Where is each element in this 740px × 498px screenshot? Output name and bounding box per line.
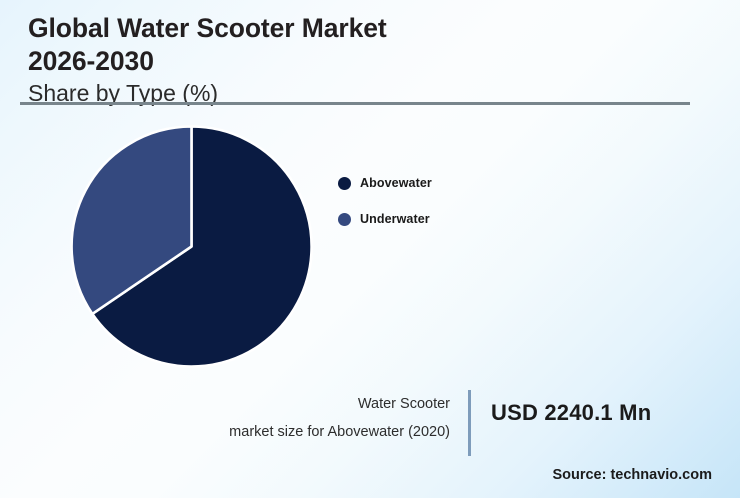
page-title: Global Water Scooter Market 2026-2030: [28, 13, 387, 77]
chart-header: Global Water Scooter Market 2026-2030 Sh…: [28, 12, 708, 107]
market-size-caption-line2: market size for Abovewater (2020): [229, 424, 450, 441]
legend-swatch-underwater: [338, 212, 351, 226]
pie-slice-abovewater[interactable]: [91, 125, 313, 368]
pie-slice-underwater[interactable]: [70, 125, 193, 316]
market-size-caption-line1: Water Scooter: [357, 396, 450, 412]
source-attribution: Source: technavio.com: [552, 467, 712, 483]
chart-legend: Abovewater Underwater: [338, 172, 432, 244]
legend-item-underwater[interactable]: Underwater: [338, 208, 432, 230]
header-divider-rule: [20, 102, 690, 105]
page-subtitle: Share by Type (%): [28, 79, 219, 106]
market-size-callout: Water Scooter market size for Abovewater…: [160, 390, 690, 458]
callout-vertical-divider: [468, 390, 471, 456]
market-size-value: USD 2240.1 Mn: [491, 400, 652, 425]
legend-label-abovewater: Abovewater: [360, 176, 432, 190]
legend-item-abovewater[interactable]: Abovewater: [338, 172, 432, 194]
legend-label-underwater: Underwater: [360, 212, 430, 226]
pie-chart: [70, 125, 313, 368]
market-size-caption: Water Scooter market size for Abovewater…: [150, 390, 450, 447]
legend-swatch-abovewater: [338, 176, 351, 190]
